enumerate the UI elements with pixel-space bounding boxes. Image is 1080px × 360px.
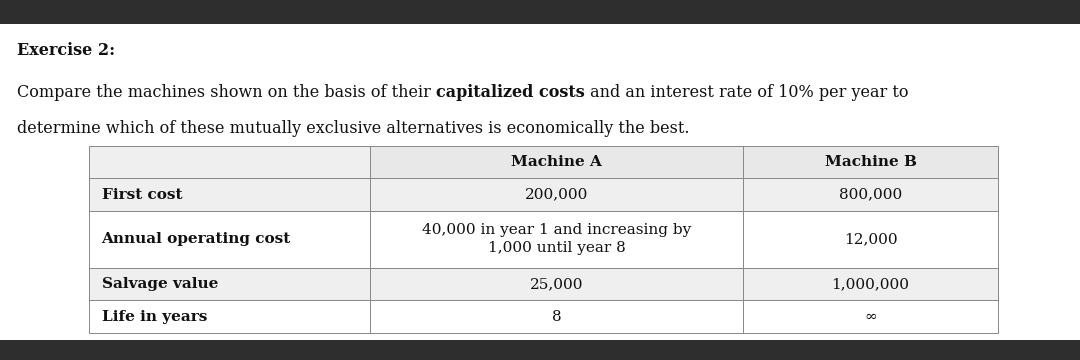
Text: 1,000,000: 1,000,000 bbox=[832, 277, 909, 291]
Bar bbox=[370, 268, 743, 301]
Text: determine which of these mutually exclusive alternatives is economically the bes: determine which of these mutually exclus… bbox=[17, 120, 690, 136]
Bar bbox=[743, 178, 998, 211]
Bar bbox=[89, 146, 370, 178]
Text: 25,000: 25,000 bbox=[530, 277, 583, 291]
Text: Salvage value: Salvage value bbox=[102, 277, 218, 291]
Bar bbox=[89, 301, 370, 333]
Text: First cost: First cost bbox=[102, 188, 183, 202]
Text: Annual operating cost: Annual operating cost bbox=[102, 233, 291, 246]
Text: 40,000 in year 1 and increasing by
1,000 until year 8: 40,000 in year 1 and increasing by 1,000… bbox=[422, 224, 691, 255]
Text: Machine A: Machine A bbox=[512, 155, 603, 169]
Bar bbox=[743, 211, 998, 268]
Bar bbox=[89, 268, 370, 301]
Bar bbox=[370, 301, 743, 333]
Text: capitalized costs: capitalized costs bbox=[436, 84, 585, 100]
Text: 800,000: 800,000 bbox=[839, 188, 902, 202]
Text: 200,000: 200,000 bbox=[525, 188, 589, 202]
Bar bbox=[370, 211, 743, 268]
Bar bbox=[743, 268, 998, 301]
Text: ∞: ∞ bbox=[864, 310, 877, 324]
Text: 8: 8 bbox=[552, 310, 562, 324]
Bar bbox=[0, 340, 1080, 360]
Text: Life in years: Life in years bbox=[102, 310, 207, 324]
Bar bbox=[370, 178, 743, 211]
Text: 12,000: 12,000 bbox=[843, 233, 897, 246]
Text: Exercise 2:: Exercise 2: bbox=[17, 42, 116, 59]
Bar bbox=[0, 0, 1080, 24]
Bar bbox=[89, 211, 370, 268]
Text: Compare the machines shown on the basis of their: Compare the machines shown on the basis … bbox=[17, 84, 436, 100]
Bar bbox=[89, 178, 370, 211]
Text: Machine B: Machine B bbox=[825, 155, 917, 169]
Bar bbox=[743, 301, 998, 333]
Text: and an interest rate of 10% per year to: and an interest rate of 10% per year to bbox=[585, 84, 908, 100]
Bar bbox=[370, 146, 743, 178]
Bar bbox=[743, 146, 998, 178]
